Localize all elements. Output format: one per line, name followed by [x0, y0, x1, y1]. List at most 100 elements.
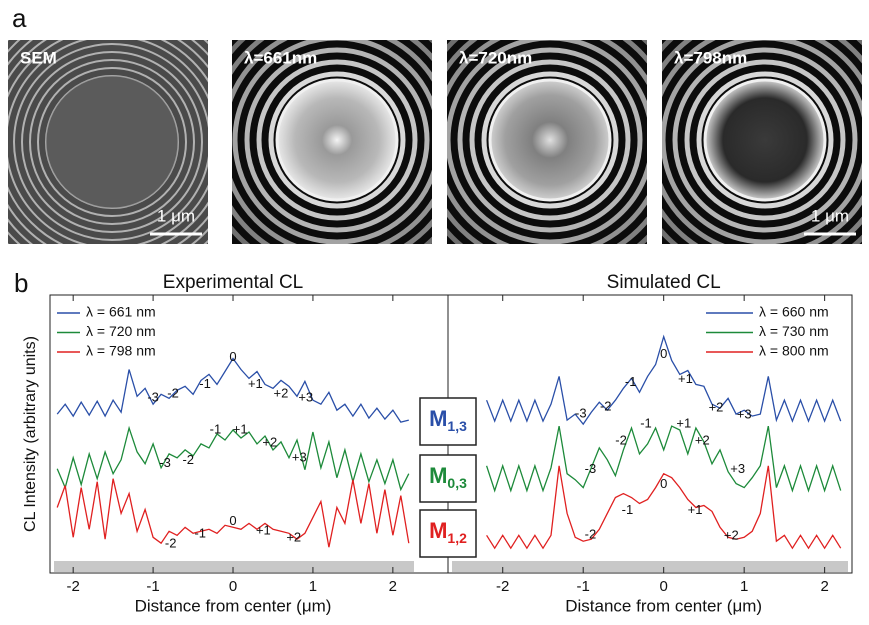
data-line [486, 465, 842, 550]
x-tick-label: -1 [577, 578, 590, 595]
x-tick-label: 0 [229, 578, 237, 595]
ring [21, 51, 203, 233]
order-label: -1 [194, 526, 206, 541]
ring [232, 40, 432, 244]
order-label: +3 [292, 449, 307, 464]
legend-label: λ = 800 nm [759, 343, 829, 359]
x-tick-label: 2 [389, 578, 397, 595]
chart-title: Experimental CL [163, 272, 303, 293]
order-label: -1 [640, 416, 652, 431]
data-line [56, 357, 409, 423]
scale-bar-label: 1 μm [157, 206, 195, 225]
x-tick-label: -2 [67, 578, 80, 595]
mode-label: M0,3 [429, 463, 467, 491]
order-label: -3 [159, 455, 171, 470]
order-label: -2 [600, 399, 612, 414]
x-tick-label: 1 [740, 578, 748, 595]
order-label: +1 [676, 416, 691, 431]
x-tick-label: -2 [496, 578, 509, 595]
order-label: +2 [724, 528, 739, 543]
ring [37, 67, 187, 217]
order-label: 0 [660, 346, 667, 361]
legend-label: λ = 720 nm [86, 323, 156, 339]
data-line [56, 478, 410, 548]
ring [672, 47, 858, 233]
order-label: -1 [625, 374, 637, 389]
image-label: λ=798nm [674, 48, 747, 67]
order-label: 0 [660, 476, 667, 491]
order-label: +2 [709, 400, 724, 415]
panel-label: b [14, 268, 28, 298]
order-label: -1 [622, 502, 634, 517]
mode-box [419, 454, 477, 503]
order-label: -2 [165, 536, 177, 551]
micrograph: SEM 1 μm [8, 40, 208, 244]
panel-label: a [12, 3, 27, 33]
plot-frame [49, 294, 853, 574]
ring [244, 47, 430, 233]
micrograph: λ=798nm 1 μm [662, 40, 862, 244]
order-label: +3 [730, 461, 745, 476]
data-line [56, 425, 410, 492]
scale-bar-label: 1 μm [811, 206, 849, 225]
ring [481, 71, 619, 209]
mode-main: M [429, 463, 447, 488]
ring [268, 71, 406, 209]
order-label: -3 [147, 390, 159, 405]
mode-sub: 0,3 [447, 475, 467, 491]
mode-main: M [429, 406, 447, 431]
image-label: SEM [20, 48, 57, 67]
order-label: +1 [248, 376, 263, 391]
structure-profile [54, 561, 414, 572]
ring [457, 47, 643, 233]
mode-label: M1,3 [429, 406, 467, 434]
order-label: -1 [210, 421, 222, 436]
center-disk [488, 78, 612, 202]
x-axis-label: Distance from center (μm) [135, 596, 332, 615]
order-label: +1 [256, 523, 271, 538]
order-label: +3 [298, 390, 313, 405]
center-disk [275, 78, 399, 202]
micrograph: λ=720nm [447, 40, 647, 244]
image-label: λ=661nm [244, 48, 317, 67]
mode-main: M [429, 518, 447, 543]
order-label: +1 [233, 421, 248, 436]
mode-box [419, 397, 477, 446]
chart-title: Simulated CL [607, 272, 721, 293]
x-axis-label: Distance from center (μm) [565, 596, 762, 615]
order-label: +2 [286, 530, 301, 545]
x-tick-label: -1 [146, 578, 159, 595]
x-tick-label: 1 [309, 578, 317, 595]
mode-sub: 1,2 [447, 530, 467, 546]
x-tick-label: 2 [820, 578, 828, 595]
micrograph: λ=661nm [232, 40, 432, 244]
order-label: +3 [737, 407, 752, 422]
order-label: -2 [167, 386, 179, 401]
ring [684, 59, 846, 221]
order-label: +1 [678, 371, 693, 386]
ring [469, 59, 631, 221]
order-label: 0 [229, 349, 236, 364]
ring [256, 59, 418, 221]
order-label: -3 [575, 406, 587, 421]
mode-sub: 1,3 [447, 418, 467, 434]
order-label: -2 [585, 527, 597, 542]
center-disk [703, 78, 827, 202]
order-label: +2 [262, 434, 277, 449]
center-disk [45, 75, 179, 209]
legend-label: λ = 661 nm [86, 304, 156, 320]
order-label: 0 [229, 513, 236, 528]
order-label: -2 [615, 432, 627, 447]
legend-label: λ = 730 nm [759, 323, 829, 339]
x-tick-label: 0 [660, 578, 668, 595]
legend-label: λ = 798 nm [86, 343, 156, 359]
y-axis-label: CL Intensity (arbitrary units) [22, 336, 39, 532]
ring [662, 40, 862, 244]
data-line [485, 334, 842, 426]
order-label: +1 [688, 502, 703, 517]
order-label: +2 [274, 386, 289, 401]
mode-label: M1,2 [429, 518, 467, 546]
data-line [485, 425, 842, 493]
ring [29, 59, 195, 225]
